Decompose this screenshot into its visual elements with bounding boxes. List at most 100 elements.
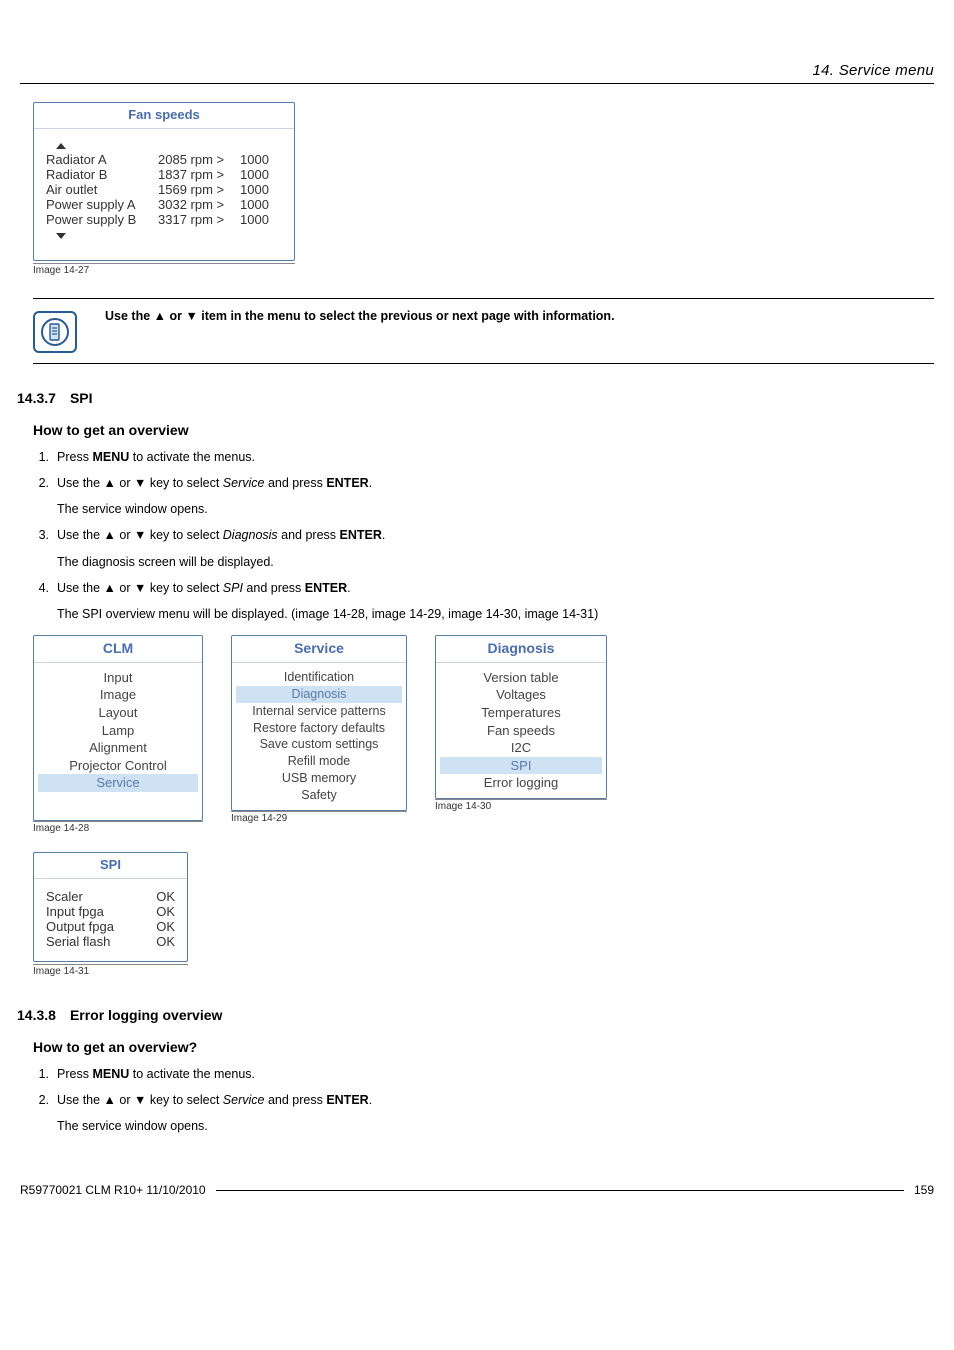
fan-row: Radiator A2085 rpm >1000 [46, 152, 282, 167]
menu-item[interactable]: Internal service patterns [236, 703, 402, 720]
menu-item[interactable]: Error logging [440, 774, 602, 792]
text: Press [57, 450, 92, 464]
image-caption: Image 14-30 [435, 799, 607, 812]
page-header: 14. Service menu [20, 0, 934, 84]
fan-ref: 1000 [240, 212, 269, 227]
spi-status: OK [156, 919, 175, 934]
step-sub: The diagnosis screen will be displayed. [57, 553, 934, 571]
spi-row: Input fpgaOK [46, 904, 175, 919]
bold: ENTER [326, 476, 368, 490]
fan-speeds-title: Fan speeds [34, 103, 294, 129]
fan-value: 1837 rpm > [158, 167, 240, 182]
section-heading: 14.3.8 Error logging overview [17, 1007, 934, 1023]
fan-row: Air outlet1569 rpm >1000 [46, 182, 282, 197]
fan-row: Power supply B3317 rpm >1000 [46, 212, 282, 227]
step-list: 1. Press MENU to activate the menus. 2. … [33, 1065, 934, 1135]
service-panel: Service Identification Diagnosis Interna… [231, 635, 407, 811]
menu-item-selected[interactable]: SPI [440, 757, 602, 775]
subheading: How to get an overview [33, 422, 934, 438]
service-box-wrap: Service Identification Diagnosis Interna… [231, 635, 407, 824]
spi-body: ScalerOK Input fpgaOK Output fpgaOK Seri… [34, 879, 187, 961]
clm-list: Input Image Layout Lamp Alignment Projec… [34, 663, 202, 820]
diagnosis-panel: Diagnosis Version table Voltages Tempera… [435, 635, 607, 799]
section-number: 14.3.8 [17, 1007, 56, 1023]
fan-speeds-panel: Fan speeds Radiator A2085 rpm >1000 Radi… [33, 102, 295, 261]
spi-label: Serial flash [46, 934, 156, 949]
spi-label: Scaler [46, 889, 156, 904]
text: Press [57, 1067, 92, 1081]
menu-item[interactable]: Alignment [38, 739, 198, 757]
spi-status: OK [156, 904, 175, 919]
spi-row: Output fpgaOK [46, 919, 175, 934]
text: Use the ▲ or ▼ key to select [57, 1093, 223, 1107]
menu-item[interactable]: I2C [440, 739, 602, 757]
spi-status: OK [156, 934, 175, 949]
fan-label: Power supply A [46, 197, 158, 212]
note-icon [33, 311, 77, 353]
menu-item[interactable]: Refill mode [236, 753, 402, 770]
menu-item[interactable]: Save custom settings [236, 736, 402, 753]
clm-box-wrap: CLM Input Image Layout Lamp Alignment Pr… [33, 635, 203, 834]
list-item: 1. Press MENU to activate the menus. [33, 448, 934, 466]
service-title: Service [232, 636, 406, 663]
note-text: Use the ▲ or ▼ item in the menu to selec… [105, 309, 615, 323]
fan-row: Power supply A3032 rpm >1000 [46, 197, 282, 212]
step-sub: The SPI overview menu will be displayed.… [57, 605, 934, 623]
bold: ENTER [305, 581, 347, 595]
menu-item[interactable]: Fan speeds [440, 722, 602, 740]
menu-item[interactable]: USB memory [236, 770, 402, 787]
text: and press [264, 1093, 326, 1107]
down-arrow-icon [56, 233, 66, 239]
service-list: Identification Diagnosis Internal servic… [232, 663, 406, 810]
section-body: How to get an overview? 1. Press MENU to… [33, 1039, 934, 1135]
spi-row: Serial flashOK [46, 934, 175, 949]
list-item: 4. Use the ▲ or ▼ key to select SPI and … [33, 579, 934, 623]
text: to activate the menus. [129, 450, 255, 464]
menu-item[interactable]: Layout [38, 704, 198, 722]
italic: Service [223, 1093, 265, 1107]
footer-rule [216, 1190, 904, 1191]
menu-item[interactable]: Voltages [440, 686, 602, 704]
step-sub: The service window opens. [57, 1117, 934, 1135]
text: Use the ▲ or ▼ key to select [57, 581, 223, 595]
menu-item-selected[interactable]: Service [38, 774, 198, 792]
menu-item[interactable]: Temperatures [440, 704, 602, 722]
list-item: 2. Use the ▲ or ▼ key to select Service … [33, 1091, 934, 1135]
up-arrow-icon [56, 143, 66, 149]
menu-item[interactable]: Version table [440, 669, 602, 687]
bold: ENTER [340, 528, 382, 542]
fan-label: Radiator B [46, 167, 158, 182]
fan-row: Radiator B1837 rpm >1000 [46, 167, 282, 182]
menu-item[interactable]: Safety [236, 787, 402, 804]
fan-value: 1569 rpm > [158, 182, 240, 197]
menu-item[interactable]: Input [38, 669, 198, 687]
subheading: How to get an overview? [33, 1039, 934, 1055]
bold: MENU [92, 450, 129, 464]
fan-label: Air outlet [46, 182, 158, 197]
fan-value: 2085 rpm > [158, 152, 240, 167]
spi-label: Output fpga [46, 919, 156, 934]
menu-item[interactable]: Lamp [38, 722, 198, 740]
section-title: Error logging overview [70, 1007, 222, 1023]
note-block: Use the ▲ or ▼ item in the menu to selec… [33, 298, 934, 364]
fan-value: 3032 rpm > [158, 197, 240, 212]
menu-item[interactable]: Identification [236, 669, 402, 686]
step-list: 1. Press MENU to activate the menus. 2. … [33, 448, 934, 623]
step-number: 3. [33, 526, 49, 570]
clm-title: CLM [34, 636, 202, 663]
fan-label: Power supply B [46, 212, 158, 227]
diagnosis-title: Diagnosis [436, 636, 606, 663]
menu-item[interactable]: Restore factory defaults [236, 720, 402, 737]
menu-item-selected[interactable]: Diagnosis [236, 686, 402, 703]
image-caption: Image 14-29 [231, 811, 407, 824]
spi-title: SPI [34, 853, 187, 879]
image-caption: Image 14-28 [33, 821, 203, 834]
fan-speeds-body: Radiator A2085 rpm >1000 Radiator B1837 … [34, 129, 294, 260]
text: and press [243, 581, 305, 595]
text: to activate the menus. [129, 1067, 255, 1081]
text: . [369, 1093, 372, 1107]
fan-label: Radiator A [46, 152, 158, 167]
menu-item[interactable]: Image [38, 686, 198, 704]
menu-item[interactable]: Projector Control [38, 757, 198, 775]
list-item: 1. Press MENU to activate the menus. [33, 1065, 934, 1083]
